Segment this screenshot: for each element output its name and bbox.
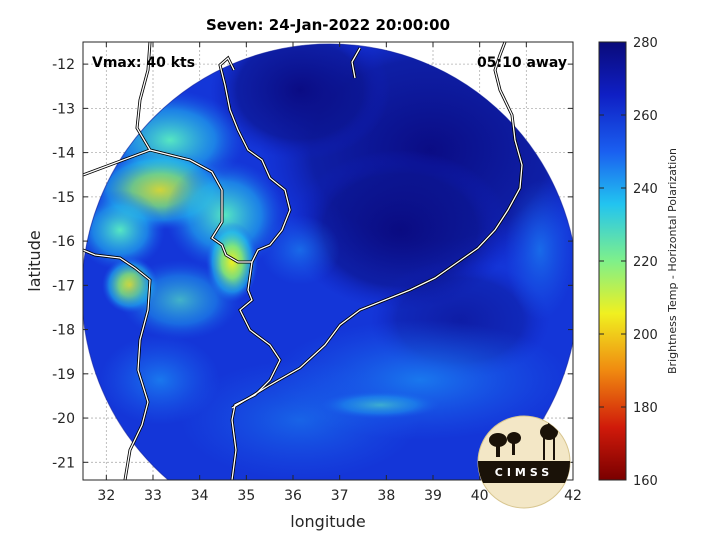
y-tick-label: -21 bbox=[52, 455, 75, 471]
x-tick-label: 33 bbox=[144, 488, 162, 504]
x-tick-label: 34 bbox=[191, 488, 209, 504]
colorbar-tick-label: 220 bbox=[633, 255, 658, 270]
colorbar-label: Brightness Temp - Horizontal Polarizatio… bbox=[666, 148, 679, 374]
y-tick-label: -13 bbox=[52, 101, 75, 117]
colorbar-tick-label: 280 bbox=[633, 36, 658, 51]
x-tick-label: 35 bbox=[237, 488, 255, 504]
colorbar-tick-label: 200 bbox=[633, 328, 658, 343]
x-tick-label: 36 bbox=[284, 488, 302, 504]
chart-title: Seven: 24-Jan-2022 20:00:00 bbox=[206, 16, 450, 34]
logo-text: CIMSS bbox=[495, 466, 553, 479]
x-tick-label: 39 bbox=[424, 488, 442, 504]
colorbar-tick-label: 160 bbox=[633, 474, 658, 489]
y-tick-label: -16 bbox=[52, 234, 75, 250]
y-tick-label: -15 bbox=[52, 190, 75, 206]
colorbar-tick-label: 240 bbox=[633, 182, 658, 197]
x-tick-label: 32 bbox=[97, 488, 115, 504]
y-tick-label: -14 bbox=[52, 146, 75, 162]
y-axis-label: latitude bbox=[25, 230, 44, 291]
x-tick-label: 38 bbox=[377, 488, 395, 504]
y-tick-label: -20 bbox=[52, 411, 75, 427]
x-axis-label: longitude bbox=[290, 512, 365, 531]
y-tick-label: -18 bbox=[52, 323, 75, 339]
x-tick-label: 40 bbox=[471, 488, 489, 504]
colorbar-tick-label: 260 bbox=[633, 109, 658, 124]
brightness-temperature-field bbox=[83, 42, 573, 480]
cimss-logo: CIMSS bbox=[477, 415, 571, 509]
coastline bbox=[83, 42, 523, 480]
x-tick-label: 42 bbox=[564, 488, 582, 504]
colorbar-ticks: 280 260 240 220 200 180 160 bbox=[599, 36, 658, 489]
y-tick-label: -12 bbox=[52, 57, 75, 73]
colorbar-tick-label: 180 bbox=[633, 401, 658, 416]
y-tick-label: -19 bbox=[52, 367, 75, 383]
y-tick-label: -17 bbox=[52, 278, 75, 294]
x-tick-label: 37 bbox=[331, 488, 349, 504]
satellite-dish-icon bbox=[489, 432, 521, 457]
axes-frame bbox=[82, 41, 574, 481]
y-axis-ticks: -12 -13 -14 -15 -16 -17 -18 -19 -20 -21 bbox=[52, 57, 573, 471]
vmax-label: Vmax: 40 kts bbox=[92, 55, 195, 71]
time-away-label: 05:10 away bbox=[477, 55, 567, 71]
